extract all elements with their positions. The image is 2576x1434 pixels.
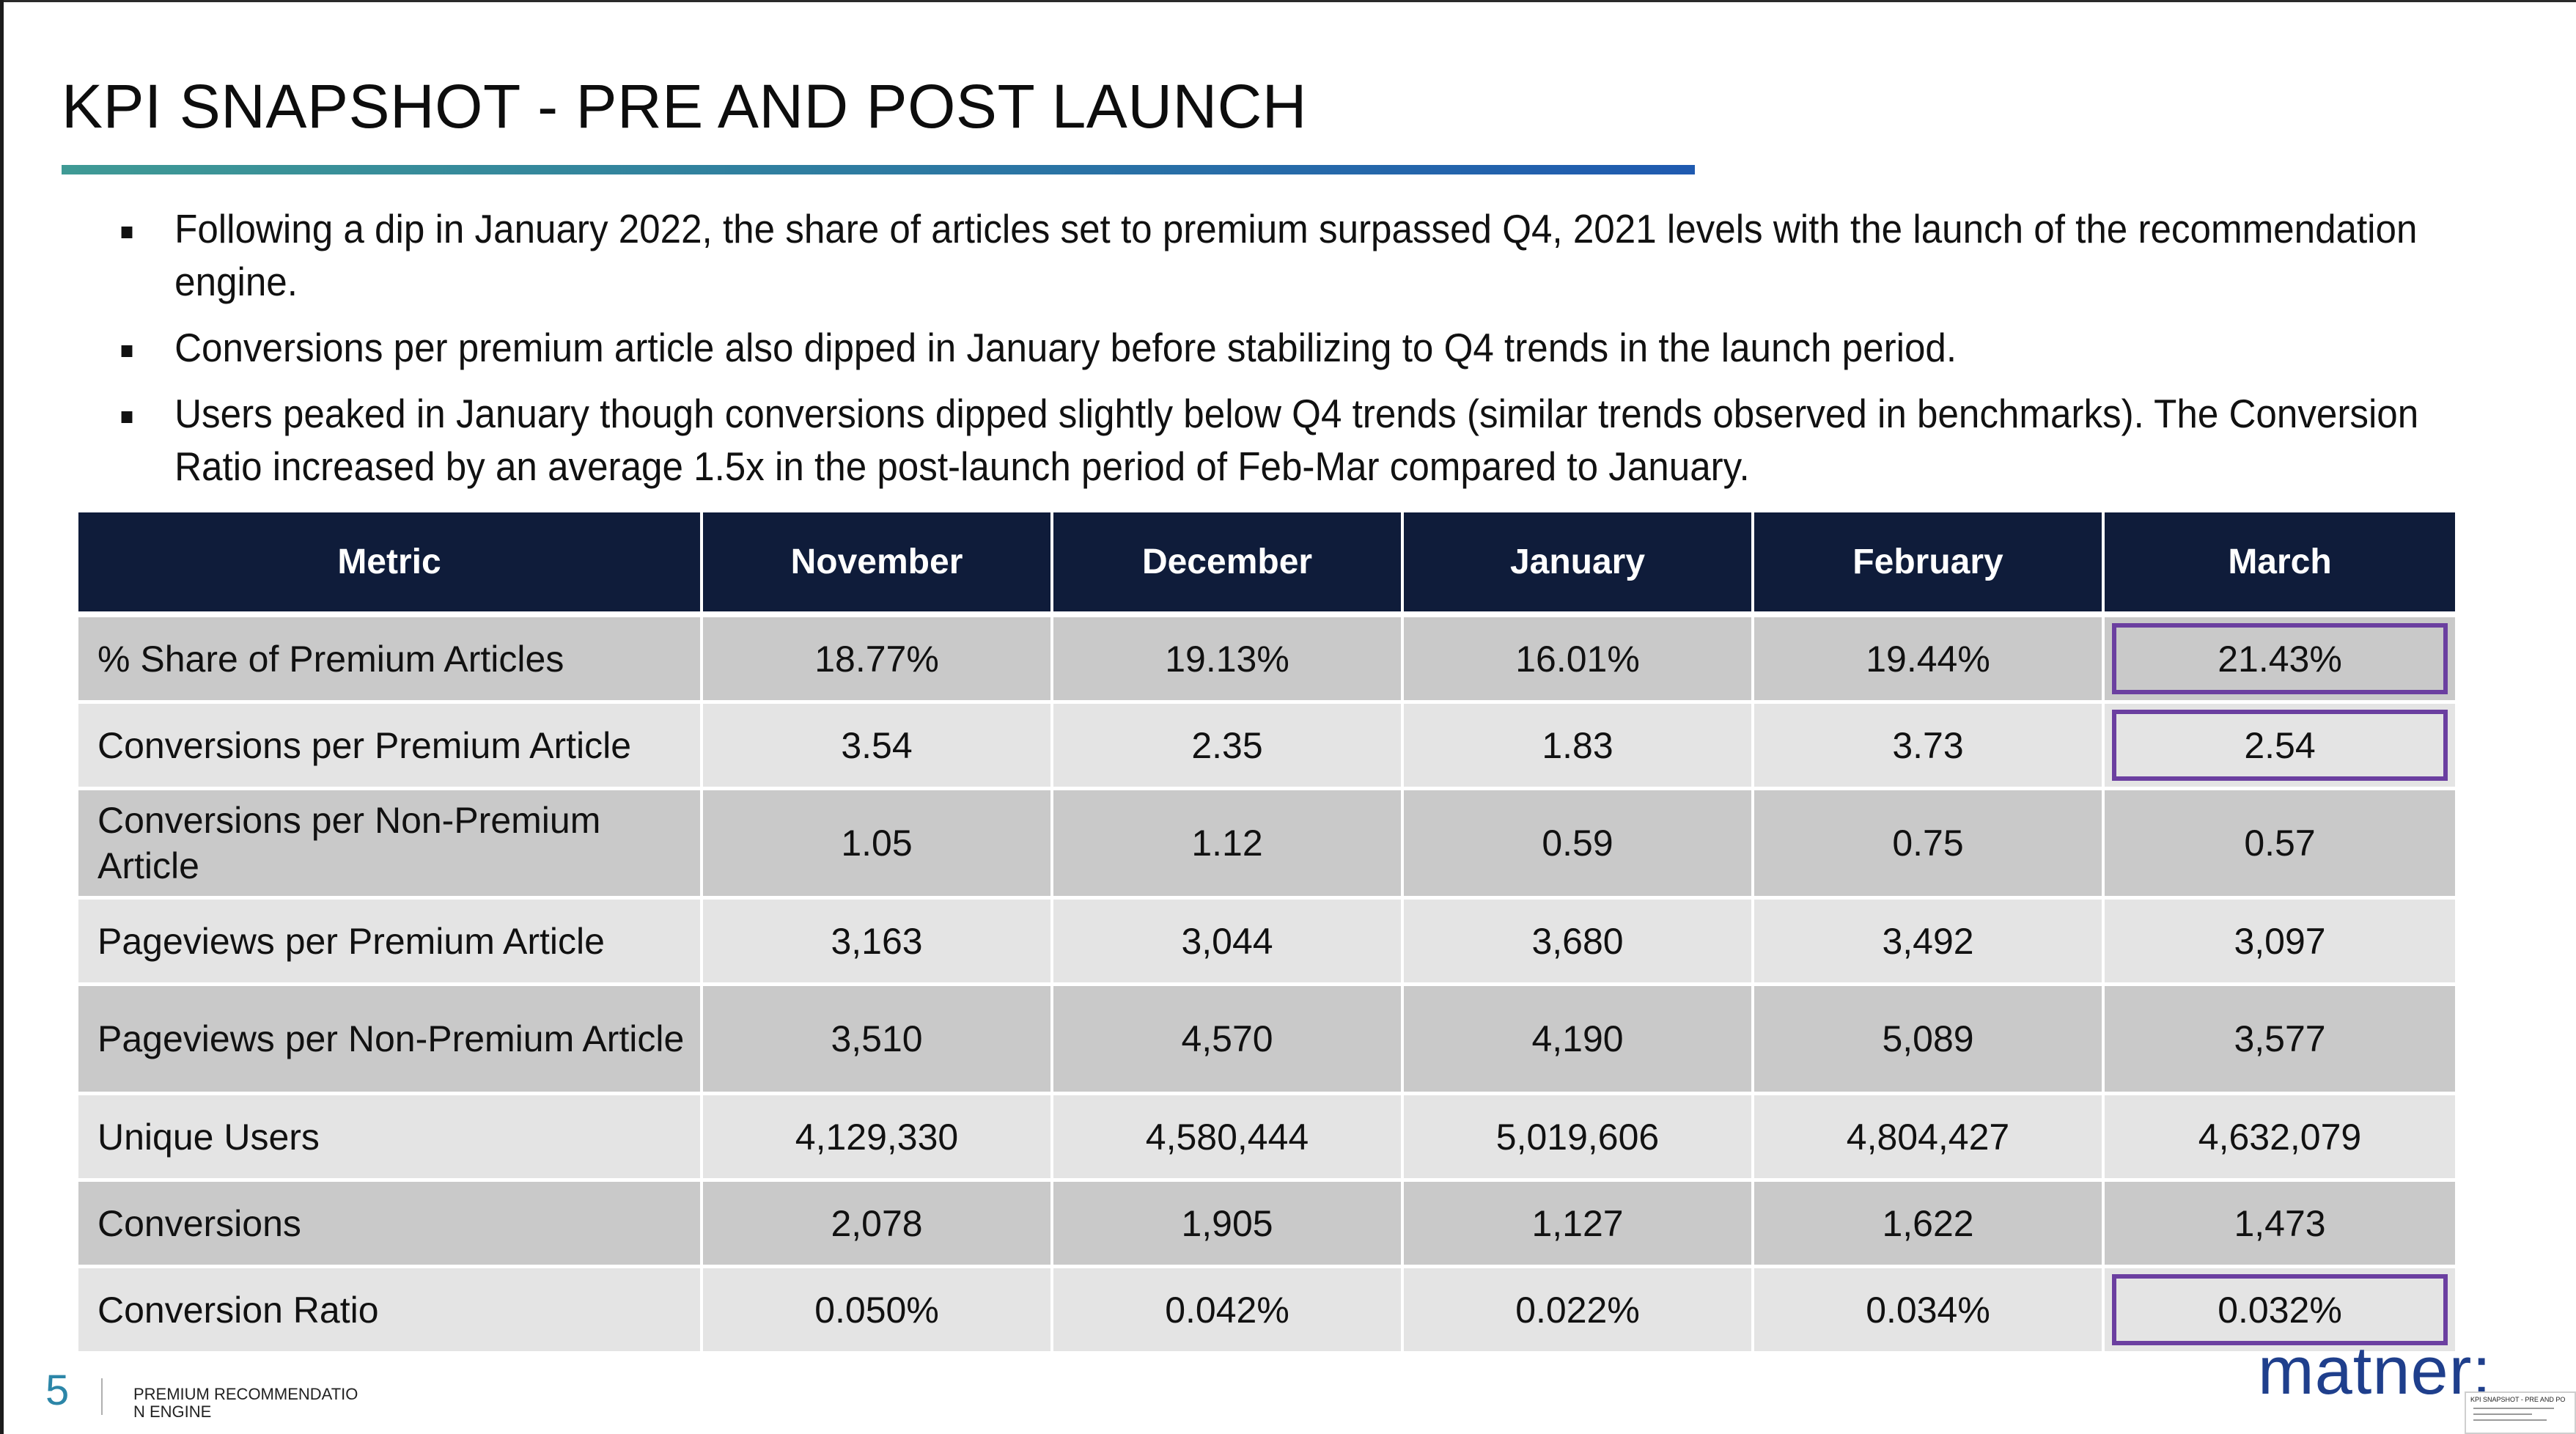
value-cell: 19.13% <box>1053 617 1404 704</box>
value-cell: 4,580,444 <box>1053 1095 1404 1182</box>
highlight-box <box>2112 710 2448 781</box>
metric-cell: Conversions per Non-Premium Article <box>78 790 703 900</box>
table-row: Unique Users 4,129,330 4,580,444 5,019,6… <box>78 1095 2455 1182</box>
cell-value: 2.54 <box>2244 724 2316 766</box>
metric-cell: Unique Users <box>78 1095 703 1182</box>
value-cell: 3,577 <box>2105 986 2455 1095</box>
bullet-text: Conversions per premium article also dip… <box>174 325 1957 370</box>
highlight-box <box>2112 623 2448 694</box>
value-cell: 3.54 <box>703 704 1053 790</box>
window-left-edge <box>0 0 4 1434</box>
footer-divider <box>101 1378 103 1415</box>
value-cell: 1.05 <box>703 790 1053 900</box>
value-cell: 0.59 <box>1404 790 1754 900</box>
table-row: Conversions per Premium Article 3.54 2.3… <box>78 704 2455 790</box>
value-cell: 4,804,427 <box>1754 1095 2105 1182</box>
value-cell: 3,510 <box>703 986 1053 1095</box>
column-header-march: March <box>2105 512 2455 617</box>
bullet-item: Following a dip in January 2022, the sha… <box>117 202 2445 308</box>
value-cell: 3,097 <box>2105 900 2455 986</box>
column-header-february: February <box>1754 512 2105 617</box>
value-cell: 19.44% <box>1754 617 2105 704</box>
table-row: % Share of Premium Articles 18.77% 19.13… <box>78 617 2455 704</box>
thumbnail-title: KPI SNAPSHOT - PRE AND PO <box>2470 1396 2566 1403</box>
value-cell: 4,129,330 <box>703 1095 1053 1182</box>
highlight-box <box>2112 1274 2448 1345</box>
value-cell: 1.12 <box>1053 790 1404 900</box>
table-row: Conversions per Non-Premium Article 1.05… <box>78 790 2455 900</box>
value-cell: 3.73 <box>1754 704 2105 790</box>
table-header-row: Metric November December January Februar… <box>78 512 2455 617</box>
slide-title: KPI SNAPSHOT - PRE AND POST LAUNCH <box>62 72 1307 141</box>
value-cell: 1.83 <box>1404 704 1754 790</box>
value-cell: 2.35 <box>1053 704 1404 790</box>
highlighted-value-cell: 0.032% <box>2105 1268 2455 1355</box>
metric-cell: Conversions per Premium Article <box>78 704 703 790</box>
value-cell: 3,680 <box>1404 900 1754 986</box>
value-cell: 0.57 <box>2105 790 2455 900</box>
bullet-text: Following a dip in January 2022, the sha… <box>174 206 2418 304</box>
square-bullet-icon <box>121 227 133 238</box>
cell-value: 21.43% <box>2218 638 2342 680</box>
value-cell: 1,127 <box>1404 1182 1754 1268</box>
value-cell: 5,019,606 <box>1404 1095 1754 1182</box>
value-cell: 4,190 <box>1404 986 1754 1095</box>
square-bullet-icon <box>121 411 133 423</box>
window-top-edge <box>0 0 2576 2</box>
column-header-january: January <box>1404 512 1754 617</box>
metric-cell: Conversion Ratio <box>78 1268 703 1355</box>
table-row: Conversions 2,078 1,905 1,127 1,622 1,47… <box>78 1182 2455 1268</box>
value-cell: 1,473 <box>2105 1182 2455 1268</box>
bullet-item: Conversions per premium article also dip… <box>117 321 2445 374</box>
value-cell: 1,622 <box>1754 1182 2105 1268</box>
slide-thumbnail[interactable]: KPI SNAPSHOT - PRE AND PO <box>2465 1391 2576 1434</box>
bullet-text: Users peaked in January though conversio… <box>174 391 2419 489</box>
column-header-december: December <box>1053 512 1404 617</box>
value-cell: 18.77% <box>703 617 1053 704</box>
metric-cell: Conversions <box>78 1182 703 1268</box>
column-header-metric: Metric <box>78 512 703 617</box>
highlighted-value-cell: 2.54 <box>2105 704 2455 790</box>
title-underline <box>62 165 1695 174</box>
value-cell: 0.034% <box>1754 1268 2105 1355</box>
value-cell: 3,044 <box>1053 900 1404 986</box>
metric-cell: % Share of Premium Articles <box>78 617 703 704</box>
square-bullet-icon <box>121 345 133 357</box>
highlighted-value-cell: 21.43% <box>2105 617 2455 704</box>
value-cell: 0.042% <box>1053 1268 1404 1355</box>
kpi-table: Metric November December January Februar… <box>78 512 2455 1355</box>
value-cell: 3,163 <box>703 900 1053 986</box>
value-cell: 1,905 <box>1053 1182 1404 1268</box>
footer-caption: PREMIUM RECOMMENDATION ENGINE <box>133 1385 358 1421</box>
value-cell: 2,078 <box>703 1182 1053 1268</box>
table-row: Pageviews per Premium Article 3,163 3,04… <box>78 900 2455 986</box>
column-header-november: November <box>703 512 1053 617</box>
metric-cell: Pageviews per Premium Article <box>78 900 703 986</box>
table-row: Conversion Ratio 0.050% 0.042% 0.022% 0.… <box>78 1268 2455 1355</box>
value-cell: 0.75 <box>1754 790 2105 900</box>
value-cell: 5,089 <box>1754 986 2105 1095</box>
value-cell: 4,570 <box>1053 986 1404 1095</box>
value-cell: 16.01% <box>1404 617 1754 704</box>
metric-cell: Pageviews per Non-Premium Article <box>78 986 703 1095</box>
thumbnail-text-line <box>2473 1413 2532 1415</box>
value-cell: 0.022% <box>1404 1268 1754 1355</box>
thumbnail-text-line <box>2473 1419 2547 1421</box>
bullet-list: Following a dip in January 2022, the sha… <box>117 202 2418 506</box>
value-cell: 0.050% <box>703 1268 1053 1355</box>
value-cell: 4,632,079 <box>2105 1095 2455 1182</box>
table-row: Pageviews per Non-Premium Article 3,510 … <box>78 986 2455 1095</box>
company-logo: matner: <box>2258 1334 2492 1408</box>
bullet-item: Users peaked in January though conversio… <box>117 387 2445 493</box>
page-number: 5 <box>45 1367 70 1414</box>
value-cell: 3,492 <box>1754 900 2105 986</box>
cell-value: 0.032% <box>2218 1289 2342 1331</box>
thumbnail-text-line <box>2473 1408 2554 1409</box>
